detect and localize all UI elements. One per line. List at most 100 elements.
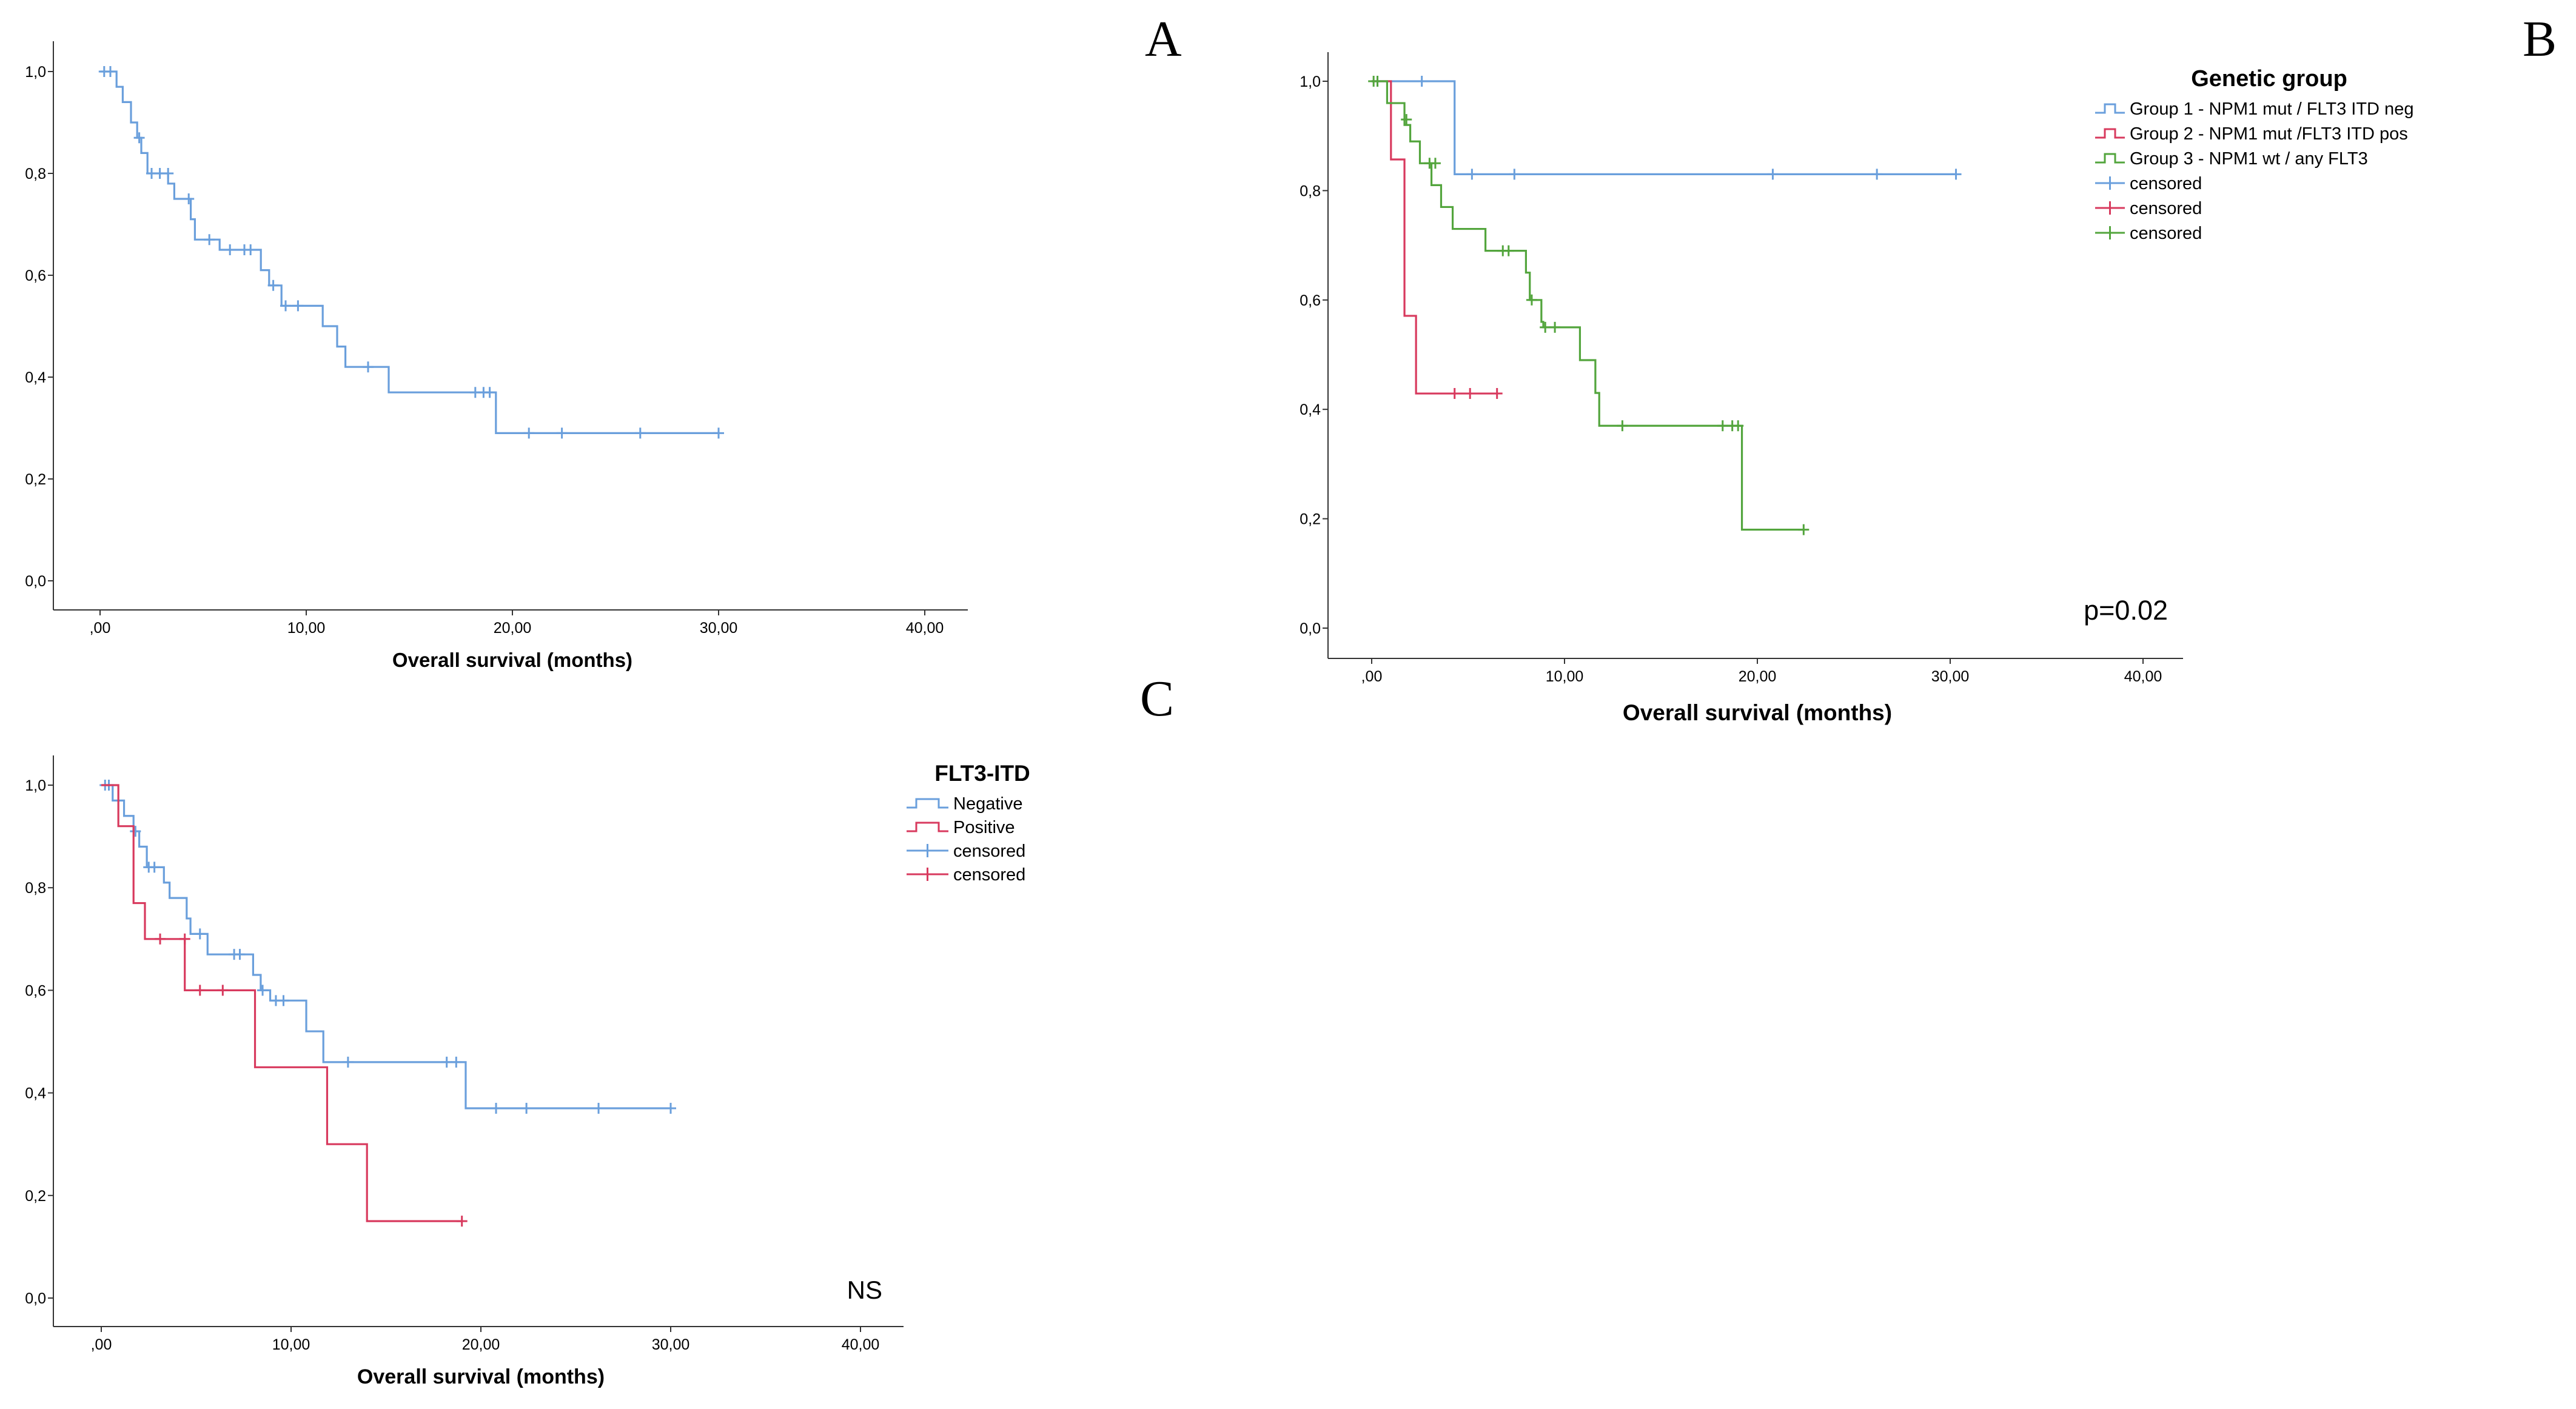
x-tick-label: 40,00 (842, 1336, 880, 1353)
legend-swatch (907, 798, 948, 809)
y-tick-label: 1,0 (25, 777, 46, 794)
x-tick-label: ,00 (90, 620, 111, 637)
y-tick-label: 0,4 (25, 369, 46, 386)
censor-mark (1950, 169, 1962, 180)
y-tick-label: 0,2 (1300, 511, 1321, 528)
y-tick-label: 0,8 (25, 166, 46, 182)
censor-mark (593, 1102, 605, 1114)
censor-mark (163, 168, 174, 179)
legend: Genetic group Group 1 - NPM1 mut / FLT3 I… (2095, 66, 2413, 243)
censor-mark (267, 279, 279, 291)
y-tick-label: 0,2 (25, 1188, 46, 1205)
x-tick-label: 40,00 (906, 620, 944, 637)
censor-mark (155, 933, 166, 945)
km-plot-b: 0,0 0,2 0,4 0,6 0,8 1,0 ,00 10,00 20,00 30,00 40,0… (1300, 52, 2413, 725)
km-plot-c: 0,0 0,2 0,4 0,6 0,8 1,0 ,00 10,00 20,00 30,00 40,0… (25, 755, 1030, 1388)
censor-mark (1871, 169, 1883, 180)
legend-entry: Group 1 - NPM1 mut / FLT3 ITD neg (2130, 99, 2413, 119)
censor-mark (245, 244, 257, 255)
x-tick-label: 10,00 (287, 620, 326, 637)
x-tick-label: 30,00 (1931, 668, 1970, 685)
x-tick-label: 30,00 (700, 620, 738, 637)
legend-entry: censored (953, 842, 1025, 861)
legend-entry: Positive (953, 818, 1015, 837)
y-tick-label: 0,8 (1300, 182, 1321, 199)
x-axis-label: Overall survival (months) (1623, 700, 1892, 725)
y-tick-label: 0,0 (1300, 620, 1321, 637)
legend: FLT3-ITD Negative Positive censored censored (907, 761, 1030, 885)
y-tick-label: 0,0 (25, 573, 46, 590)
censor-mark (484, 387, 495, 398)
y-tick-label: 0,0 (25, 1290, 46, 1307)
censor-mark (179, 933, 190, 945)
censor-mark (456, 1216, 468, 1227)
panel-letter-b: B (2523, 11, 2557, 67)
censor-mark (1617, 420, 1628, 432)
censor-mark (713, 427, 724, 439)
km-curve (101, 784, 671, 1109)
km-curve (100, 70, 719, 434)
censor-mark (1549, 321, 1561, 333)
x-tick-label: 10,00 (272, 1336, 310, 1353)
censor-mark (1401, 114, 1412, 126)
censor-mark (1732, 420, 1744, 432)
censor-mark (204, 234, 215, 246)
censor-mark (105, 66, 116, 77)
legend-entry: censored (953, 865, 1025, 885)
x-axis-label: Overall survival (months) (357, 1365, 605, 1388)
legend-censor-swatch (2095, 176, 2125, 190)
censor-mark (1509, 169, 1520, 180)
annotation-text: NS (847, 1276, 882, 1304)
censor-mark (257, 985, 269, 996)
censor-mark (280, 300, 291, 312)
legend-swatch (2095, 153, 2125, 164)
legend-swatch (2095, 128, 2125, 139)
y-tick-label: 0,6 (1300, 292, 1321, 309)
panel-letter-a: A (1145, 11, 1182, 67)
censor-mark (1372, 76, 1383, 87)
censor-mark (521, 1102, 532, 1114)
censor-mark (1717, 420, 1728, 432)
legend-entry: Group 3 - NPM1 wt / any FLT3 (2130, 149, 2368, 169)
censor-mark (342, 1056, 354, 1068)
censor-mark (441, 1056, 452, 1068)
x-tick-label: 20,00 (462, 1336, 500, 1353)
censor-mark (224, 244, 236, 255)
censor-mark (634, 427, 646, 439)
x-tick-label: 40,00 (2124, 668, 2162, 685)
legend-entry: censored (2130, 199, 2202, 218)
legend-swatch (907, 822, 948, 832)
censor-mark (234, 949, 246, 960)
panel-letter-c: C (1140, 671, 1174, 727)
km-curve (1372, 80, 1804, 531)
x-axis-label: Overall survival (months) (392, 649, 632, 671)
censor-mark (363, 361, 374, 373)
y-tick-label: 1,0 (25, 64, 46, 81)
censor-mark (1464, 388, 1476, 400)
censor-mark (1491, 388, 1503, 400)
legend-entry: censored (2130, 174, 2202, 193)
censor-mark (130, 826, 141, 837)
x-tick-label: ,00 (1361, 668, 1383, 685)
legend-title: Genetic group (2191, 66, 2347, 92)
censor-mark (1526, 294, 1537, 306)
censor-mark (491, 1102, 502, 1114)
censor-mark (292, 300, 304, 312)
y-tick-label: 1,0 (1300, 73, 1321, 90)
censor-mark (523, 427, 535, 439)
censor-mark (1429, 158, 1441, 169)
censor-mark (665, 1102, 676, 1114)
legend-entry: Negative (953, 794, 1022, 814)
legend-swatch (2095, 103, 2125, 114)
censor-mark (1767, 169, 1779, 180)
censor-mark (194, 985, 206, 996)
legend-censor-swatch (2095, 226, 2125, 239)
legend-censor-swatch (907, 868, 948, 881)
km-plot-a: 0,0 0,2 0,4 0,6 0,8 1,0 ,00 10,00 20,00 30,00 40,0… (25, 41, 968, 671)
censor-mark (1416, 76, 1427, 87)
y-tick-label: 0,6 (25, 982, 46, 999)
censor-mark (556, 427, 568, 439)
y-tick-label: 0,4 (25, 1085, 46, 1102)
km-curve (1372, 80, 1497, 395)
